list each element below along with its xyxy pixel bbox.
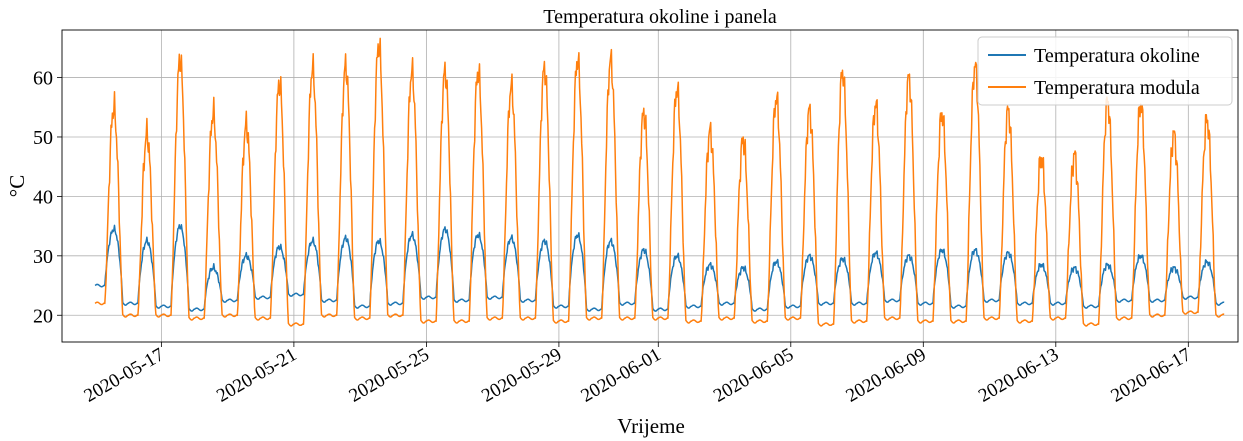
y-tick-label: 50 [33, 127, 53, 149]
x-axis-ticks: 2020-05-17 2020-05-21 2020-05-25 2020-05-29… [81, 342, 1195, 407]
y-tick-label: 20 [33, 305, 53, 327]
legend-frame [977, 36, 1233, 106]
chart-title: Temperatura okoline i panela [543, 6, 777, 28]
x-tick-label: 2020-06-09 [843, 344, 930, 407]
x-tick-label: 2020-05-25 [346, 344, 433, 407]
legend-label-modula: Temperatura modula [1034, 77, 1200, 99]
x-tick-label: 2020-06-17 [1108, 344, 1195, 407]
y-tick-label: 60 [33, 68, 53, 90]
y-tick-label: 40 [33, 186, 53, 208]
x-tick-label: 2020-05-17 [81, 344, 168, 407]
series-lines [94, 37, 1225, 327]
x-tick-label: 2020-05-21 [213, 344, 300, 407]
y-axis-ticks: 20 30 40 50 60 [33, 68, 62, 327]
x-tick-label: 2020-06-05 [710, 344, 797, 407]
y-tick-label: 30 [33, 246, 53, 268]
plot-area-frame [61, 29, 1239, 343]
series-line-0 [94, 223, 1225, 312]
legend-label-okoline: Temperatura okoline [1034, 45, 1200, 67]
gridlines [62, 30, 1238, 342]
series-line-1 [94, 37, 1225, 327]
x-tick-label: 2020-05-29 [478, 344, 565, 407]
x-axis-label: Vrijeme [617, 414, 685, 438]
x-tick-label: 2020-06-01 [578, 344, 665, 407]
y-axis-label: °C [5, 175, 29, 197]
x-tick-label: 2020-06-13 [975, 344, 1062, 407]
legend: Temperatura okoline Temperatura modula [977, 36, 1233, 106]
